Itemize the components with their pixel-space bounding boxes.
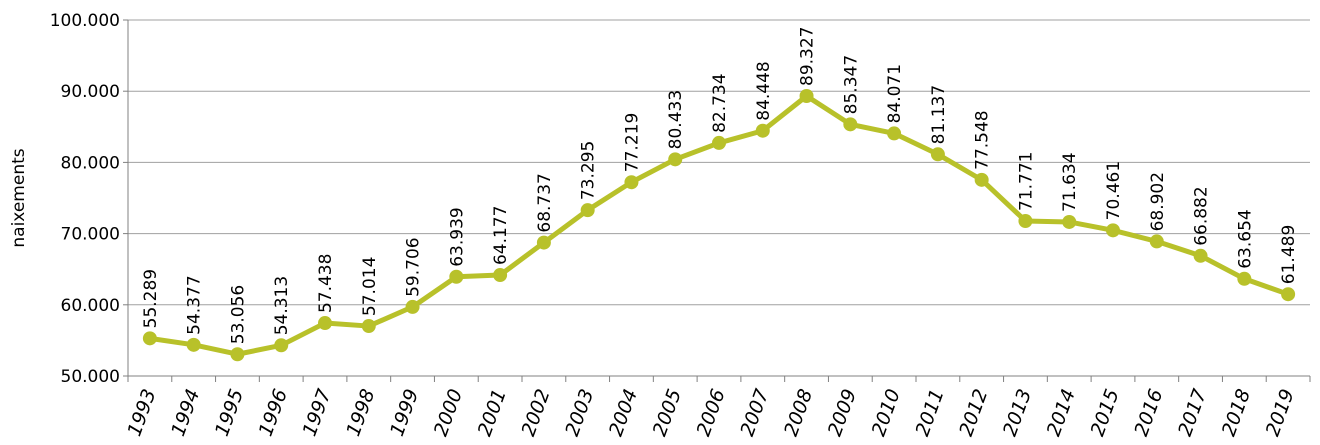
x-tick-label: 1996 bbox=[255, 386, 292, 439]
x-tick-label: 2017 bbox=[1174, 386, 1211, 439]
value-label: 85.347 bbox=[841, 55, 861, 114]
x-tick-label: 2009 bbox=[824, 386, 861, 439]
marker bbox=[668, 152, 683, 167]
value-label: 80.433 bbox=[666, 90, 686, 149]
x-tick-label: 1998 bbox=[342, 386, 379, 439]
marker bbox=[1106, 223, 1120, 238]
value-label: 68.902 bbox=[1148, 172, 1168, 231]
x-tick-label: 1993 bbox=[123, 386, 160, 439]
marker bbox=[1062, 214, 1077, 229]
marker bbox=[624, 175, 639, 190]
x-tick-label: 2003 bbox=[561, 386, 598, 439]
value-label: 71.771 bbox=[1016, 152, 1036, 211]
x-tick-label: 2001 bbox=[474, 386, 511, 439]
marker bbox=[1018, 213, 1033, 228]
x-tick-label: 2004 bbox=[605, 386, 642, 439]
marker bbox=[930, 147, 945, 162]
marker bbox=[536, 235, 551, 250]
value-label: 59.706 bbox=[404, 237, 424, 296]
marker bbox=[449, 269, 464, 284]
x-tick-label: 2011 bbox=[911, 386, 948, 439]
value-label: 77.548 bbox=[973, 110, 993, 169]
marker bbox=[712, 135, 726, 150]
value-label: 70.461 bbox=[1104, 161, 1124, 220]
value-label: 61.489 bbox=[1279, 225, 1299, 284]
value-label: 54.313 bbox=[272, 276, 292, 335]
x-tick-label: 2012 bbox=[955, 386, 992, 439]
x-tick-label: 2016 bbox=[1130, 386, 1167, 439]
x-tick-label: 2019 bbox=[1262, 386, 1299, 439]
x-tick-label: 2005 bbox=[649, 386, 686, 439]
value-label: 82.734 bbox=[710, 73, 730, 132]
x-tick-label: 2008 bbox=[780, 386, 817, 439]
marker bbox=[1237, 271, 1252, 286]
marker bbox=[318, 316, 332, 331]
x-tick-label: 2018 bbox=[1218, 386, 1255, 439]
y-axis-label: naixements bbox=[9, 148, 29, 247]
marker bbox=[274, 338, 289, 353]
marker bbox=[230, 347, 245, 362]
marker bbox=[755, 123, 770, 138]
marker bbox=[1281, 287, 1296, 302]
y-tick-label: 70.000 bbox=[61, 225, 120, 245]
x-tick-label: 1997 bbox=[298, 386, 335, 439]
x-tick-label: 1994 bbox=[167, 386, 204, 439]
value-label: 63.939 bbox=[447, 207, 467, 266]
x-tick-label: 2007 bbox=[736, 386, 773, 439]
marker bbox=[887, 126, 902, 141]
marker bbox=[799, 88, 814, 103]
value-label: 54.377 bbox=[185, 275, 205, 334]
x-tick-label: 1995 bbox=[211, 386, 248, 439]
marker bbox=[1149, 234, 1164, 249]
marker bbox=[142, 331, 157, 346]
marker bbox=[186, 337, 201, 352]
marker bbox=[974, 172, 989, 187]
value-label: 57.438 bbox=[316, 254, 336, 313]
value-label: 53.056 bbox=[228, 285, 248, 344]
y-tick-label: 90.000 bbox=[61, 82, 120, 102]
value-label: 84.071 bbox=[885, 64, 905, 123]
x-tick-label: 1999 bbox=[386, 386, 423, 439]
marker bbox=[843, 117, 858, 132]
y-tick-label: 50.000 bbox=[61, 367, 120, 387]
value-label: 66.882 bbox=[1192, 186, 1212, 245]
marker bbox=[580, 203, 595, 218]
y-tick-label: 60.000 bbox=[61, 296, 120, 316]
x-tick-label: 2013 bbox=[999, 386, 1036, 439]
y-tick-label: 80.000 bbox=[61, 153, 120, 173]
value-label: 81.137 bbox=[929, 85, 949, 144]
marker bbox=[361, 319, 376, 334]
x-tick-label: 2000 bbox=[430, 386, 467, 439]
y-tick-label: 100.000 bbox=[50, 11, 120, 31]
marker bbox=[493, 268, 508, 283]
value-label: 57.014 bbox=[360, 257, 380, 316]
value-label: 84.448 bbox=[754, 61, 774, 120]
value-label: 77.219 bbox=[622, 113, 642, 172]
value-label: 55.289 bbox=[141, 269, 161, 328]
marker bbox=[1193, 248, 1208, 263]
value-label: 68.737 bbox=[535, 173, 555, 232]
x-tick-label: 2002 bbox=[517, 386, 554, 439]
x-tick-label: 2010 bbox=[868, 386, 905, 439]
value-label: 64.177 bbox=[491, 206, 511, 265]
value-label: 73.295 bbox=[579, 141, 599, 200]
x-tick-label: 2014 bbox=[1043, 386, 1080, 439]
value-label: 63.654 bbox=[1235, 209, 1255, 268]
x-tick-label: 2015 bbox=[1086, 386, 1123, 439]
value-label: 71.634 bbox=[1060, 152, 1080, 211]
x-tick-label: 2006 bbox=[692, 386, 729, 439]
marker bbox=[405, 299, 420, 314]
value-label: 89.327 bbox=[798, 27, 818, 86]
